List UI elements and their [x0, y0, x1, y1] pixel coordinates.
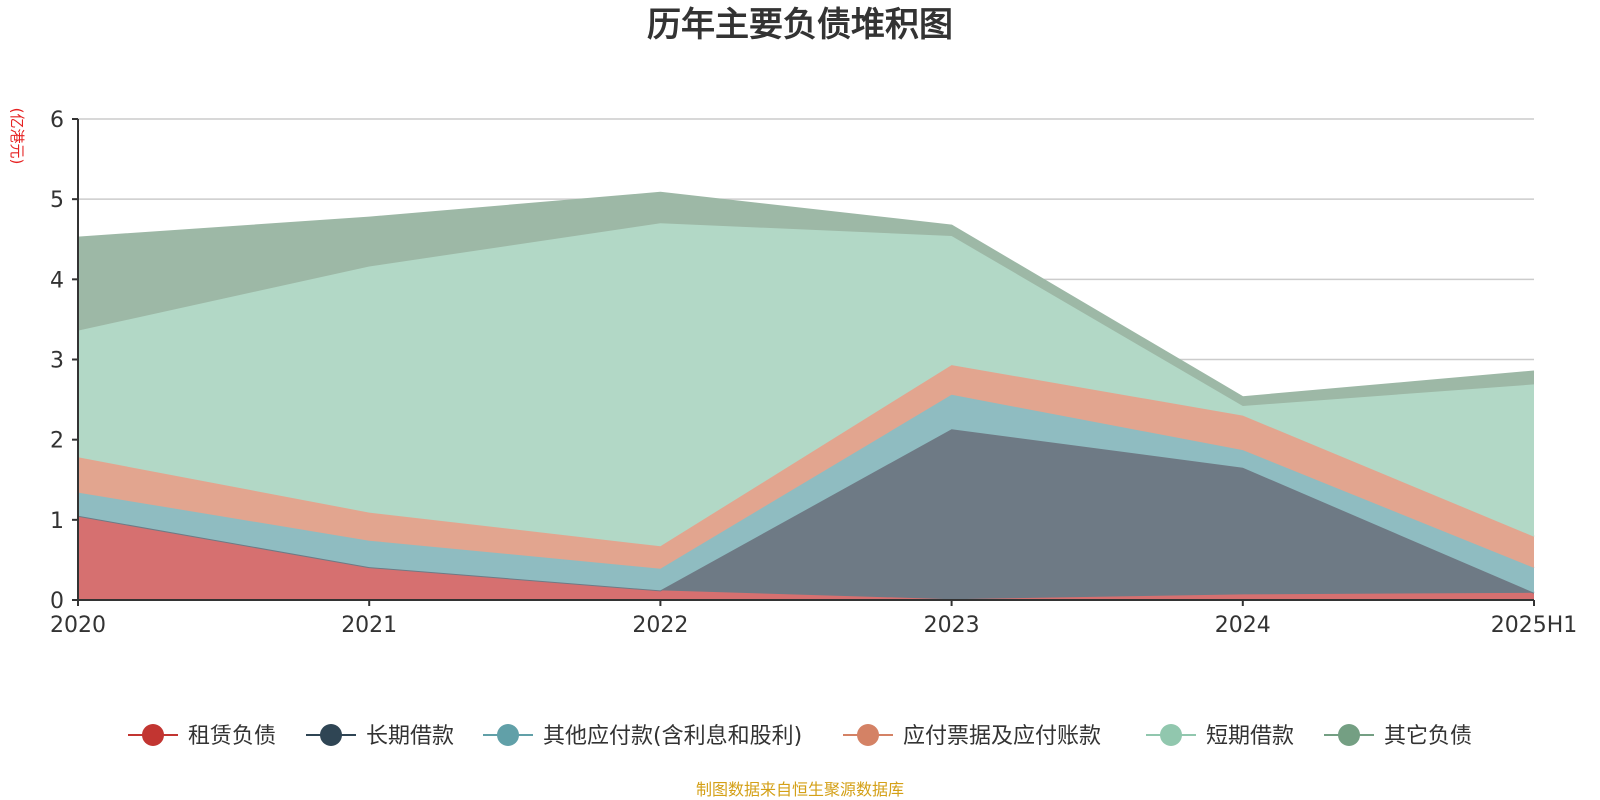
legend-marker-icon [1160, 724, 1182, 746]
legend-marker-icon [1338, 724, 1360, 746]
legend-item-0[interactable]: 租赁负债 [128, 724, 276, 749]
y-tick-label: 5 [50, 188, 64, 213]
y-tick-label: 2 [50, 429, 64, 454]
legend-item-5[interactable]: 其它负债 [1324, 724, 1472, 749]
x-tick-label: 2023 [924, 613, 980, 638]
legend-marker-icon [497, 724, 519, 746]
legend-marker-icon [857, 724, 879, 746]
legend-label: 租赁负债 [188, 724, 276, 749]
legend-item-1[interactable]: 长期借款 [306, 724, 454, 749]
source-note: 制图数据来自恒生聚源数据库 [696, 780, 904, 799]
x-axis-ticks: 2020 2021 2022 2023 2024 2025H1 [50, 600, 1577, 638]
area-series-0 [78, 515, 1534, 600]
y-tick-label: 3 [50, 349, 64, 374]
x-tick-label: 2022 [632, 613, 688, 638]
x-tick-label: 2020 [50, 613, 106, 638]
area-series-2 [78, 394, 1534, 593]
area-series-line-5 [77, 191, 1535, 399]
y-tick-label: 6 [50, 108, 64, 133]
area-series-1 [78, 429, 1534, 600]
legend-label: 长期借款 [366, 724, 454, 749]
legend-label: 短期借款 [1206, 724, 1294, 749]
y-axis-unit-label: (亿港元) [8, 108, 26, 165]
legend-item-4[interactable]: 短期借款 [1146, 724, 1294, 749]
x-tick-label: 2024 [1215, 613, 1271, 638]
y-tick-label: 4 [50, 268, 64, 293]
legend-marker-icon [142, 724, 164, 746]
x-tick-label: 2021 [341, 613, 397, 638]
legend-item-3[interactable]: 应付票据及应付账款 [843, 724, 1101, 749]
area-series-5 [78, 192, 1534, 406]
area-series-3 [78, 365, 1534, 569]
chart-title: 历年主要负债堆积图 [647, 5, 953, 45]
legend-marker-icon [320, 724, 342, 746]
legend-item-2[interactable]: 其他应付款(含利息和股利) [483, 724, 802, 749]
legend: 租赁负债 长期借款 其他应付款(含利息和股利) 应付票据及应付账款 短期借款 其它负债 [128, 724, 1472, 749]
area-series-group [77, 191, 1535, 601]
area-series-4 [78, 223, 1534, 547]
y-axis-ticks: 0 1 2 3 4 5 6 [50, 108, 78, 614]
x-tick-label: 2025H1 [1491, 613, 1578, 638]
legend-label: 应付票据及应付账款 [903, 724, 1101, 749]
y-tick-label: 1 [50, 509, 64, 534]
y-tick-label: 0 [50, 589, 64, 614]
legend-label: 其它负债 [1384, 724, 1472, 749]
legend-label: 其他应付款(含利息和股利) [543, 724, 802, 749]
